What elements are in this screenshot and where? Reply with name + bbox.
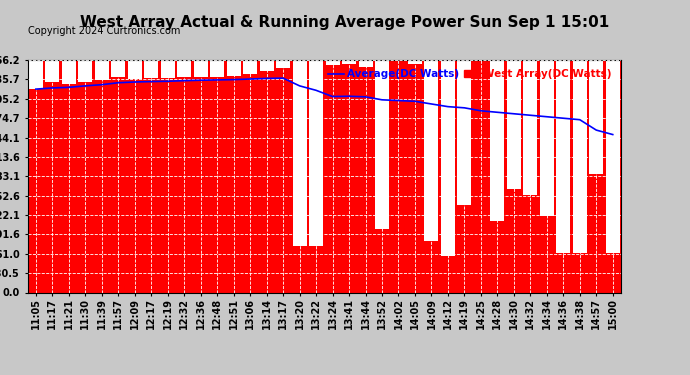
Bar [111, 60, 126, 77]
Bar [177, 60, 191, 77]
Bar [540, 60, 554, 216]
Bar [309, 60, 323, 246]
Bar [573, 60, 586, 253]
Bar [259, 60, 274, 71]
Bar [375, 60, 389, 229]
Bar [359, 60, 373, 66]
Bar [161, 60, 175, 78]
Text: Copyright 2024 Curtronics.com: Copyright 2024 Curtronics.com [28, 26, 180, 36]
Bar [144, 60, 158, 78]
Legend: Average(DC Watts), West Array(DC Watts): Average(DC Watts), West Array(DC Watts) [324, 65, 615, 84]
Bar [342, 60, 356, 64]
Bar [424, 60, 438, 240]
Bar [474, 60, 488, 61]
Bar [606, 60, 620, 253]
Bar [491, 60, 504, 221]
Bar [457, 60, 471, 205]
Bar [507, 60, 521, 189]
Bar [46, 60, 59, 82]
Bar [78, 60, 92, 82]
Bar [210, 60, 224, 77]
Bar [226, 60, 241, 76]
Bar [95, 60, 109, 80]
Bar [589, 60, 603, 174]
Bar [194, 60, 208, 76]
Bar [29, 60, 43, 89]
Bar [128, 60, 141, 79]
Bar [408, 60, 422, 64]
Bar [293, 60, 306, 246]
Bar [441, 60, 455, 256]
Bar [391, 60, 406, 61]
Bar [62, 60, 76, 84]
Bar [276, 60, 290, 68]
Bar [243, 60, 257, 74]
Bar [556, 60, 571, 253]
Text: West Array Actual & Running Average Power Sun Sep 1 15:01: West Array Actual & Running Average Powe… [80, 15, 610, 30]
Bar [523, 60, 538, 195]
Bar [326, 60, 339, 65]
